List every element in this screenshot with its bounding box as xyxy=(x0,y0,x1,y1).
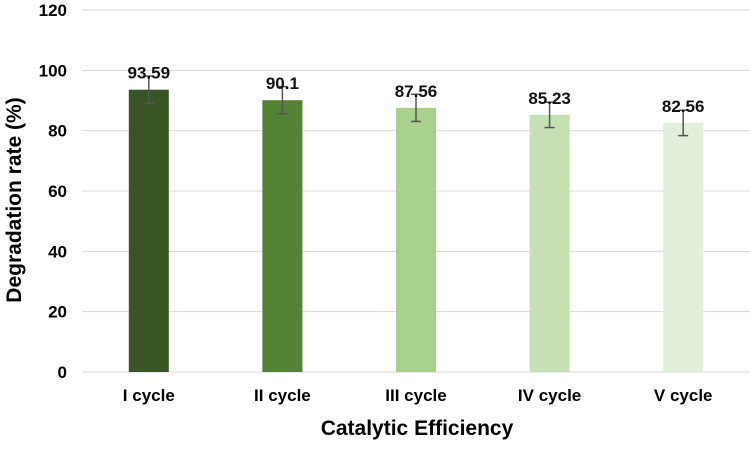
bar xyxy=(262,100,303,372)
y-tick-label: 120 xyxy=(39,1,67,20)
data-labels: 93.59 90.1 87.56 85.23 82.56 xyxy=(128,64,705,116)
bar xyxy=(529,114,570,373)
bar xyxy=(396,107,436,373)
y-axis-title: Degradation rate (%) xyxy=(3,97,26,302)
bar xyxy=(663,122,704,372)
y-tick-label: 0 xyxy=(58,363,67,382)
y-tick-label: 60 xyxy=(48,182,67,201)
x-tick-label: V cycle xyxy=(654,386,713,405)
error-bar xyxy=(143,75,154,104)
x-tick-label: I cycle xyxy=(123,386,175,405)
data-label: 93.59 xyxy=(128,64,171,83)
error-bar xyxy=(544,101,555,129)
y-tick-label: 40 xyxy=(48,242,67,261)
x-axis-title: Catalytic Efficiency xyxy=(321,417,514,440)
error-bars xyxy=(143,75,689,137)
x-tick-label: III cycle xyxy=(385,386,446,405)
bars xyxy=(128,89,704,373)
x-tick-labels: I cycle II cycle III cycle IV cycle V cycle xyxy=(123,386,713,405)
data-label: 87.56 xyxy=(395,82,438,101)
data-label: 90.1 xyxy=(266,74,299,93)
y-tick-labels: 0 20 40 60 80 100 120 xyxy=(39,1,67,382)
error-bar xyxy=(411,93,421,123)
error-bar xyxy=(678,109,689,137)
x-tick-label: II cycle xyxy=(254,386,311,405)
x-tick-label: IV cycle xyxy=(518,386,581,405)
error-bar xyxy=(277,85,288,115)
data-label: 82.56 xyxy=(662,97,705,116)
data-label: 85.23 xyxy=(528,89,571,108)
y-tick-label: 20 xyxy=(48,303,67,322)
y-tick-label: 80 xyxy=(48,122,67,141)
y-tick-label: 100 xyxy=(39,61,67,80)
bar xyxy=(128,89,169,372)
